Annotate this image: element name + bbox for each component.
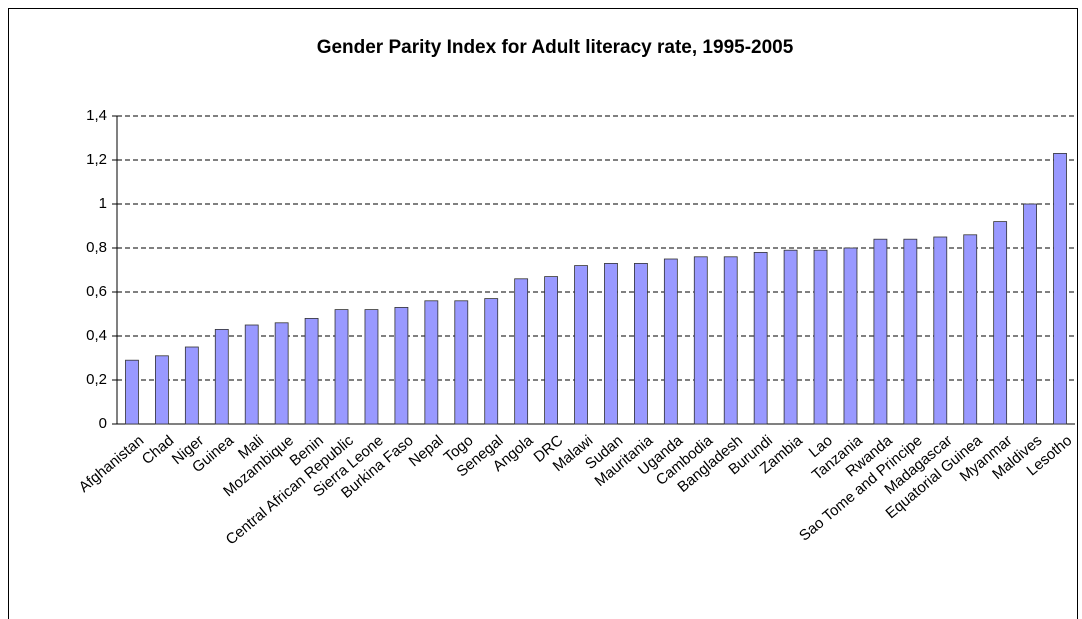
bar xyxy=(214,328,229,425)
bar xyxy=(783,249,798,425)
bar xyxy=(663,258,678,425)
bar xyxy=(903,238,918,425)
bar xyxy=(963,234,978,425)
y-tick-label: 1 xyxy=(99,195,107,212)
bar xyxy=(753,251,768,425)
y-tick-label: 0,4 xyxy=(86,327,107,344)
bar xyxy=(125,359,139,425)
chart-title: Gender Parity Index for Adult literacy r… xyxy=(317,37,794,58)
bar xyxy=(604,262,618,425)
y-tick-label: 0 xyxy=(99,415,107,432)
y-tick-label: 0,8 xyxy=(86,239,107,256)
bar xyxy=(244,324,259,425)
bar xyxy=(155,355,169,425)
bar xyxy=(514,278,529,425)
bar xyxy=(1023,203,1037,425)
bar xyxy=(693,256,708,425)
bar xyxy=(424,300,439,425)
y-tick-label: 0,2 xyxy=(86,371,107,388)
bar xyxy=(933,236,948,425)
bar xyxy=(364,309,379,425)
y-tick-label: 1,4 xyxy=(86,107,107,124)
bar xyxy=(813,249,828,425)
bar xyxy=(574,265,588,425)
bar xyxy=(184,346,199,425)
bar xyxy=(274,322,289,425)
bar xyxy=(634,262,648,425)
bar xyxy=(1053,152,1067,425)
y-tick-label: 1,2 xyxy=(86,151,107,168)
bar xyxy=(454,300,469,425)
bar xyxy=(394,306,409,425)
bar xyxy=(544,276,558,425)
bar xyxy=(304,317,319,425)
bar xyxy=(334,309,349,425)
y-tick-label: 0,6 xyxy=(86,283,107,300)
bar xyxy=(843,247,858,425)
bar xyxy=(484,298,499,425)
bar xyxy=(873,238,888,425)
bar xyxy=(993,221,1008,425)
chart-frame xyxy=(8,8,1078,619)
bar xyxy=(723,256,738,425)
